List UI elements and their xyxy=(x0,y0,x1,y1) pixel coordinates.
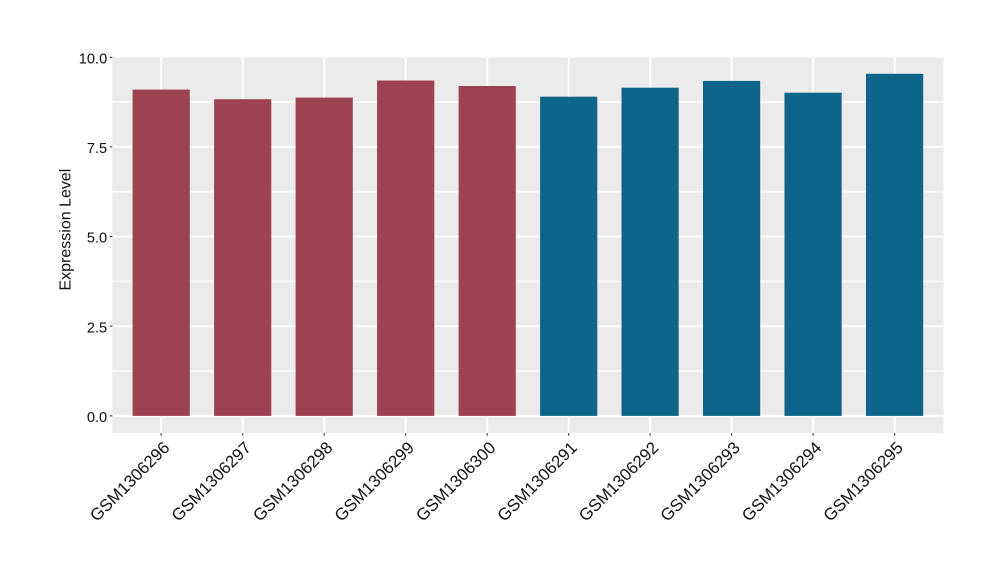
svg-text:10.0: 10.0 xyxy=(79,51,107,67)
svg-text:2.5: 2.5 xyxy=(87,320,107,336)
svg-text:5.0: 5.0 xyxy=(87,231,107,247)
svg-text:7.5: 7.5 xyxy=(87,141,107,157)
svg-text:0.0: 0.0 xyxy=(87,410,107,426)
svg-text:Expression Level: Expression Level xyxy=(58,169,75,291)
